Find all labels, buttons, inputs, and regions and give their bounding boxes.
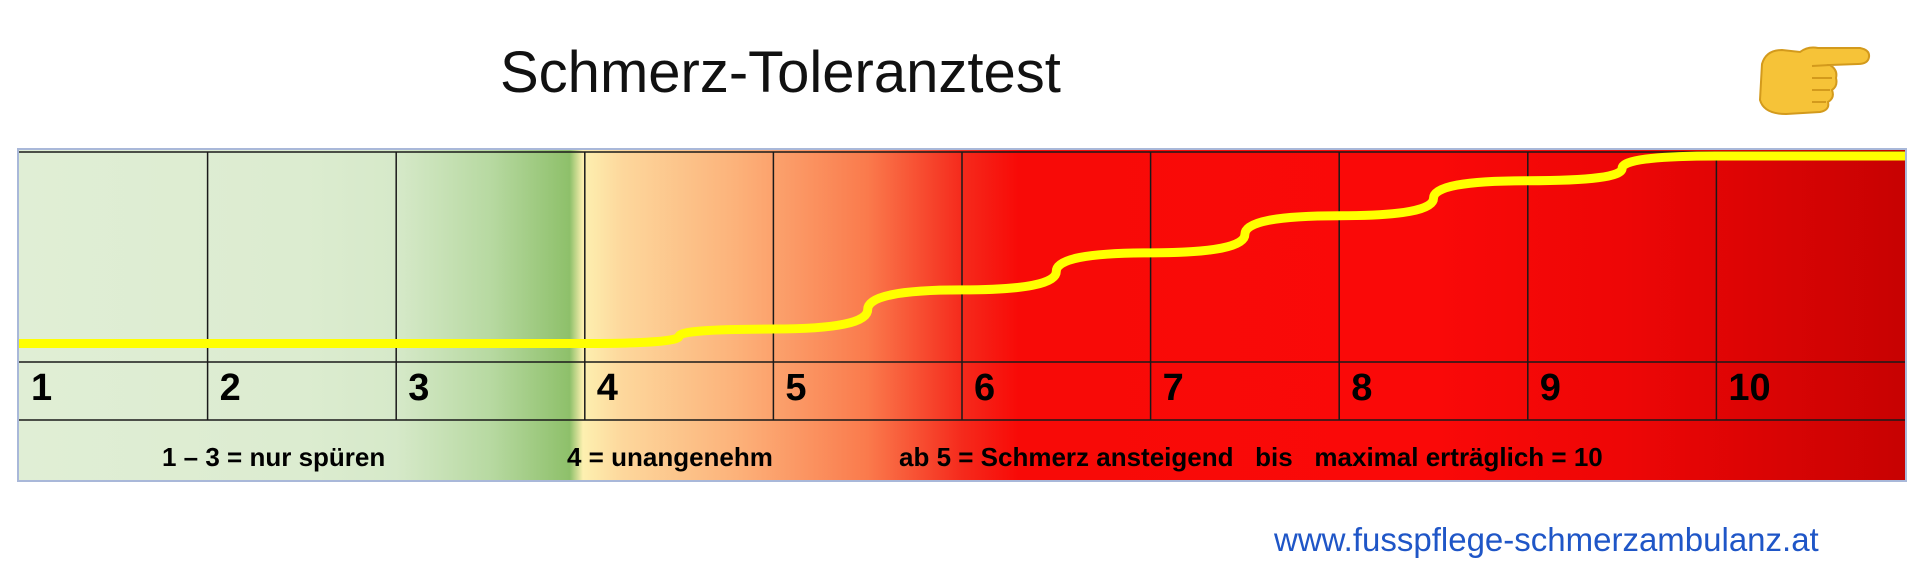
legend-mid: 4 = unangenehm [567, 442, 773, 472]
pointing-hand-icon [1758, 46, 1871, 116]
legend-low: 1 – 3 = nur spüren [162, 442, 386, 472]
scale-number-4: 4 [596, 367, 618, 409]
legend-high: ab 5 = Schmerz ansteigend bis maximal er… [899, 442, 1603, 472]
pain-scale: 1 2 3 4 5 6 7 8 9 10 1 – 3 = nur spüren 4 = unang… [17, 148, 1907, 482]
pain-curve [19, 151, 1905, 348]
scale-number-8: 8 [1351, 367, 1373, 409]
scale-number-6: 6 [974, 367, 996, 409]
website-link[interactable]: www.fusspflege-schmerzambulanz.at [1274, 521, 1819, 558]
scale-number-7: 7 [1162, 367, 1184, 409]
scale-number-5: 5 [785, 367, 807, 409]
scale-number-2: 2 [219, 367, 241, 409]
scale-grid [19, 151, 1905, 421]
scale-number-1: 1 [31, 367, 53, 409]
scale-number-10: 10 [1728, 367, 1771, 409]
scale-number-9: 9 [1539, 367, 1561, 409]
page-title: Schmerz-Toleranztest [500, 40, 1061, 105]
scale-number-3: 3 [408, 367, 430, 409]
